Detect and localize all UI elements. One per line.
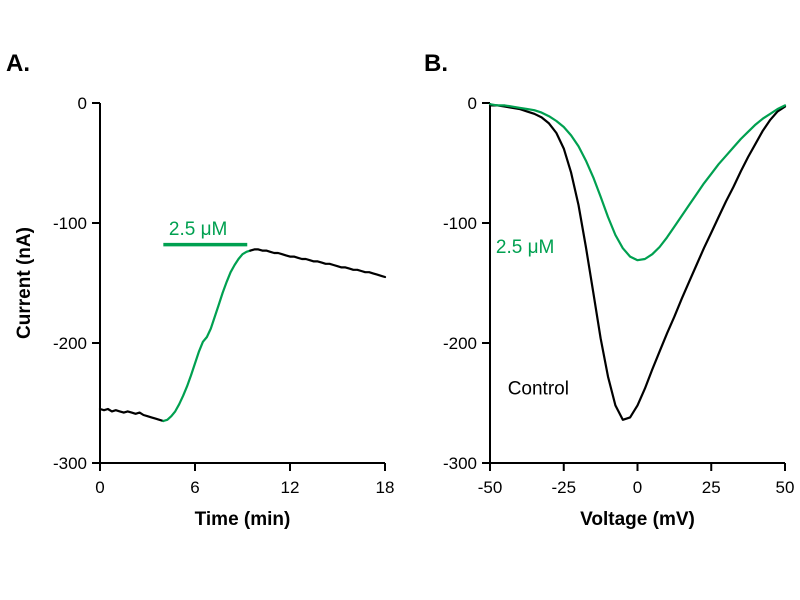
y-tick-label: -200 [443,334,477,353]
trace-control [488,104,787,421]
x-tick-label: 0 [633,478,642,497]
panel-a-label: A. [6,50,30,77]
time-course-chart: 0 6 12 18 0 -100 -200 -300 Time (min) Current (nA… [14,94,395,530]
x-tick-label: 18 [376,478,395,497]
y-axis-title: Current (nA) [14,227,35,339]
y-tick-label: -100 [443,214,477,233]
current-voltage-chart: -50 -25 0 25 50 0 -100 -200 -300 Voltage (mV) 2.5 … [443,94,795,530]
x-tick-label: -25 [551,478,576,497]
x-tick-label: 25 [702,478,721,497]
annotation-label: 2.5 μM [496,237,554,258]
x-tick-label: 0 [95,478,104,497]
y-tick-label: -300 [443,454,477,473]
trace-2-5-m [488,103,787,262]
x-tick-label: 6 [190,478,199,497]
y-tick-label: -200 [53,334,87,353]
x-axis-title: Time (min) [195,509,291,530]
trace-baseline [98,407,165,423]
y-tick-label: 0 [468,94,477,113]
trace-post-application [249,248,387,279]
y-tick-label: -300 [53,454,87,473]
y-tick-label: 0 [78,94,87,113]
x-tick-label: 12 [281,478,300,497]
annotation-label: 2.5 μM [169,219,227,240]
x-tick-label: 50 [776,478,795,497]
trace-2-5-m-application [162,249,252,423]
y-tick-label: -100 [53,214,87,233]
panel-b-label: B. [424,50,448,77]
x-axis-title: Voltage (mV) [580,509,695,530]
x-tick-label: -50 [478,478,503,497]
annotation-label: Control [508,379,569,400]
